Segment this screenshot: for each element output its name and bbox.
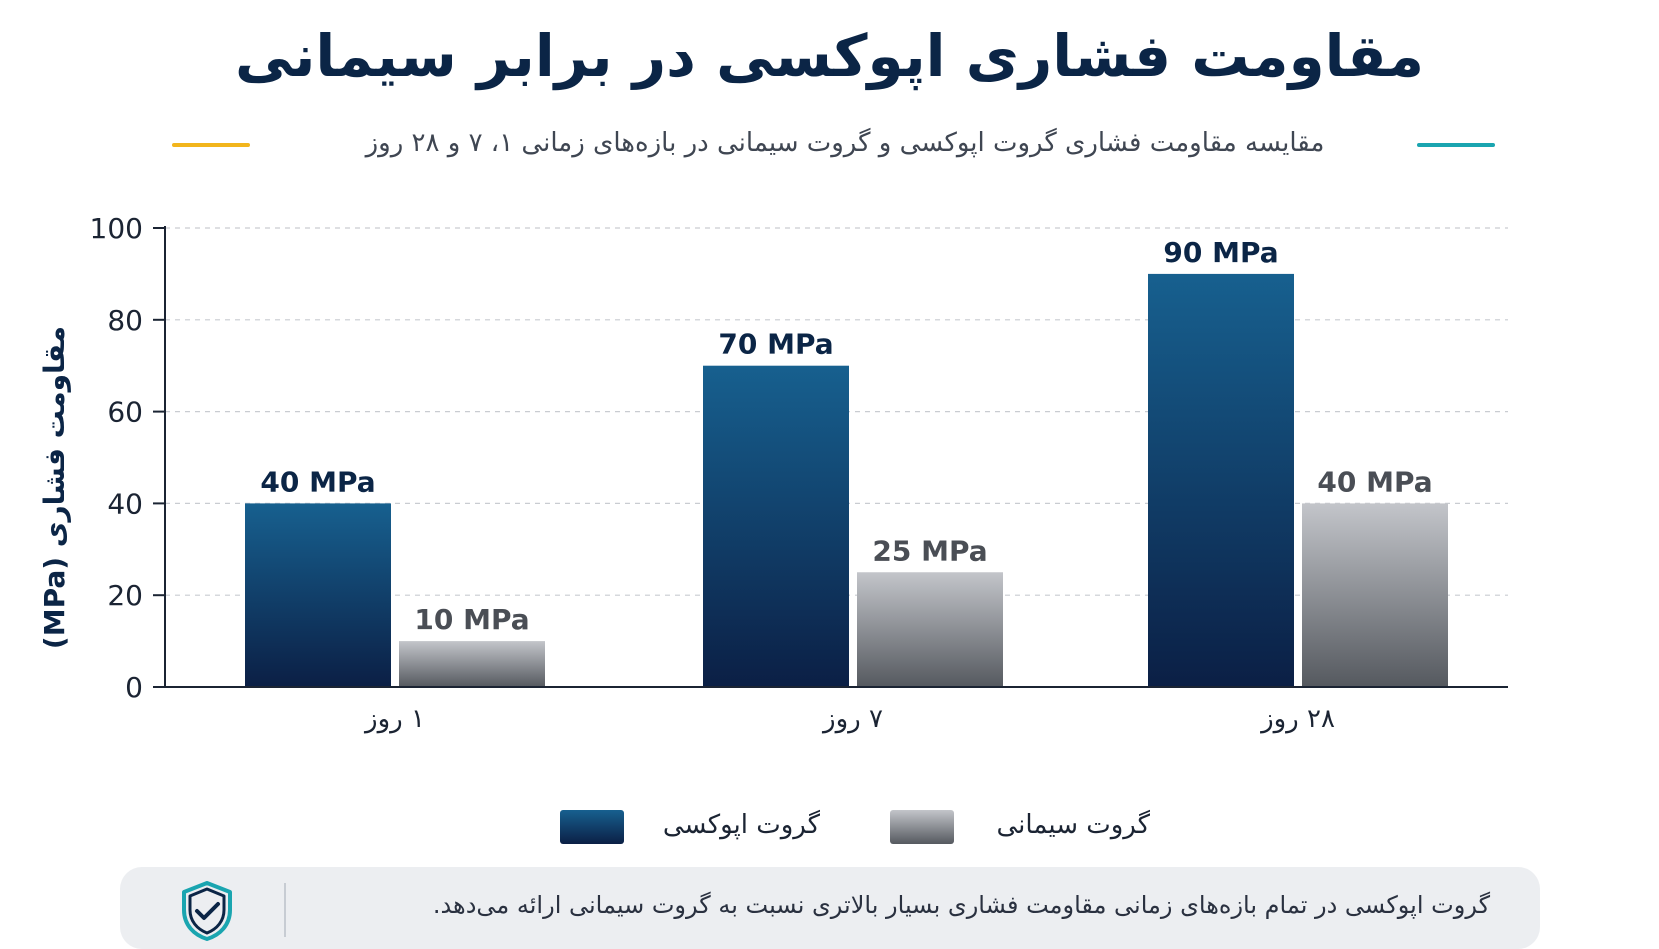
bar-chart: 40 MPa 10 MPa 70 MPa 25 MPa 90 MPa 40 MPa 0 20… bbox=[38, 212, 1508, 734]
y-tick-label: 100 bbox=[90, 212, 143, 245]
data-label-epoxy-2: 70 MPa bbox=[718, 328, 833, 361]
labels-layer: 40 MPa 10 MPa 70 MPa 25 MPa 90 MPa 40 MPa bbox=[260, 236, 1432, 636]
bar-cement-2 bbox=[857, 572, 1003, 687]
bars-layer bbox=[245, 273, 1448, 687]
x-tick-label: ۷ روز bbox=[821, 704, 883, 734]
axis-layer: 0 20 40 60 80 100 مقاومت فشاری (MPa) ۱ روز ۷ روز… bbox=[38, 212, 1508, 734]
y-tick-label: 0 bbox=[125, 671, 143, 704]
legend-item-epoxy: گروت اپوکسی bbox=[560, 808, 820, 848]
chart-title: مقاومت فشاری اپوکسی در برابر سیمانی bbox=[234, 22, 1425, 90]
data-label-cement-1: 10 MPa bbox=[414, 603, 529, 636]
bar-epoxy-1 bbox=[245, 503, 391, 687]
legend-label-cement: گروت سیمانی bbox=[996, 810, 1150, 840]
summary-note: گروت اپوکسی در تمام بازه‌های زمانی مقاوم… bbox=[120, 867, 1540, 949]
data-label-cement-3: 40 MPa bbox=[1317, 465, 1432, 498]
y-tick-label: 40 bbox=[107, 487, 143, 520]
y-tick-label: 60 bbox=[107, 396, 143, 429]
subtitle-accent-line-left bbox=[172, 143, 250, 147]
legend-label-epoxy: گروت اپوکسی bbox=[662, 810, 820, 840]
x-tick-label: ۱ روز bbox=[363, 704, 425, 734]
bar-cement-3 bbox=[1302, 503, 1448, 687]
data-label-epoxy-3: 90 MPa bbox=[1163, 236, 1278, 269]
chart-legend: گروت اپوکسی گروت سیمانی bbox=[0, 808, 1659, 848]
subtitle-accent-line-right bbox=[1417, 143, 1495, 147]
y-axis-title: مقاومت فشاری (MPa) bbox=[38, 326, 71, 649]
subtitle-row: مقایسه مقاومت فشاری گروت اپوکسی و گروت س… bbox=[0, 124, 1659, 168]
legend-swatch-cement bbox=[890, 810, 954, 844]
data-label-cement-2: 25 MPa bbox=[872, 534, 987, 567]
chart-subtitle: مقایسه مقاومت فشاری گروت اپوکسی و گروت س… bbox=[365, 128, 1325, 158]
y-tick-label: 80 bbox=[107, 304, 143, 337]
data-label-epoxy-1: 40 MPa bbox=[260, 465, 375, 498]
note-divider bbox=[284, 883, 286, 937]
legend-item-cement: گروت سیمانی bbox=[890, 808, 1150, 848]
legend-swatch-epoxy bbox=[560, 810, 624, 844]
bar-cement-1 bbox=[399, 641, 545, 687]
bar-epoxy-3 bbox=[1148, 273, 1294, 687]
y-tick-label: 20 bbox=[107, 579, 143, 612]
bar-epoxy-2 bbox=[703, 365, 849, 687]
x-tick-label: ۲۸ روز bbox=[1259, 704, 1335, 734]
note-text: گروت اپوکسی در تمام بازه‌های زمانی مقاوم… bbox=[432, 891, 1490, 919]
shield-check-icon bbox=[182, 881, 232, 941]
